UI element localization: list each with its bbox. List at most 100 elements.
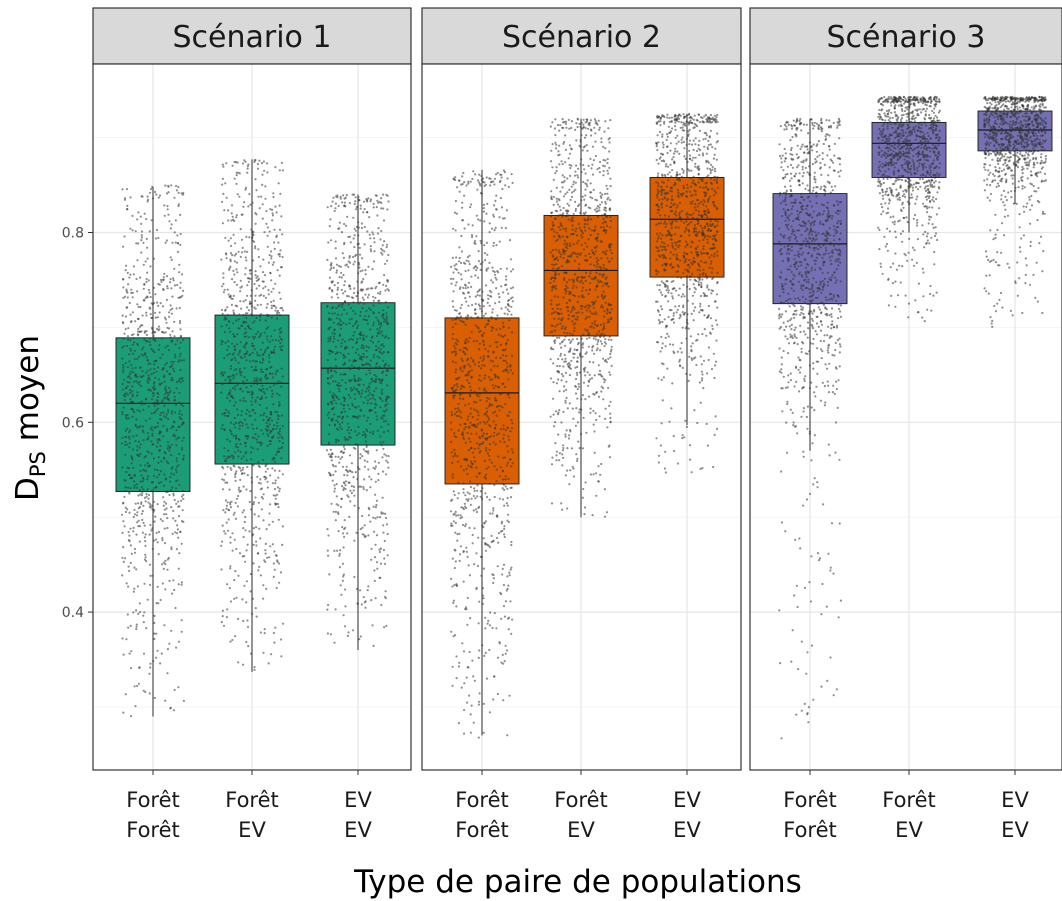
data-point	[122, 371, 125, 374]
data-point	[357, 242, 360, 245]
data-point	[226, 481, 229, 484]
data-point	[132, 530, 135, 533]
data-point	[357, 377, 360, 380]
data-point	[474, 173, 477, 176]
data-point	[372, 321, 375, 324]
data-point	[245, 450, 248, 454]
data-point	[176, 339, 179, 342]
data-point	[146, 369, 149, 372]
data-point	[240, 251, 244, 254]
data-point	[128, 429, 132, 432]
data-point	[266, 425, 269, 428]
data-point	[258, 294, 261, 297]
data-point	[240, 213, 243, 216]
data-point	[601, 284, 604, 287]
data-point	[224, 499, 227, 502]
data-point	[371, 231, 374, 234]
data-point	[249, 294, 253, 297]
data-point	[339, 450, 342, 453]
data-point	[606, 158, 609, 161]
data-point	[150, 412, 153, 415]
data-point	[278, 581, 281, 584]
data-point	[365, 288, 368, 291]
data-point	[173, 411, 177, 414]
data-point	[357, 221, 360, 224]
data-point	[134, 705, 137, 708]
data-point	[589, 196, 592, 199]
data-point	[153, 696, 156, 700]
data-point	[474, 312, 477, 315]
data-point	[500, 334, 503, 337]
data-point	[490, 534, 493, 538]
data-point	[565, 380, 568, 383]
data-point	[276, 421, 279, 424]
data-point	[278, 335, 281, 338]
data-point	[377, 227, 380, 230]
data-point	[164, 331, 167, 334]
data-point	[254, 401, 257, 404]
data-point	[467, 415, 470, 418]
data-point	[233, 465, 236, 468]
data-point	[241, 246, 244, 249]
data-point	[252, 234, 255, 237]
data-point	[565, 242, 568, 245]
data-point	[557, 259, 560, 262]
data-point	[607, 127, 610, 130]
data-point	[504, 485, 507, 488]
data-point	[505, 362, 508, 365]
data-point	[341, 579, 344, 582]
data-point	[466, 359, 469, 362]
data-point	[568, 163, 571, 166]
data-point	[180, 417, 183, 421]
data-point	[582, 367, 586, 370]
data-point	[381, 496, 384, 499]
data-point	[260, 162, 264, 165]
data-point	[485, 212, 488, 215]
data-point	[144, 260, 147, 263]
data-point	[486, 410, 489, 413]
data-point	[238, 367, 242, 371]
data-point	[134, 439, 137, 443]
data-point	[568, 363, 572, 367]
data-point	[233, 219, 236, 222]
data-point	[383, 562, 386, 566]
data-point	[511, 286, 515, 289]
data-point	[253, 377, 256, 380]
data-point	[569, 469, 572, 472]
data-point	[135, 426, 139, 429]
data-point	[158, 194, 162, 197]
data-point	[600, 462, 603, 466]
data-point	[451, 665, 454, 668]
data-point	[230, 204, 234, 207]
data-point	[577, 239, 580, 242]
data-point	[370, 547, 373, 551]
data-point	[450, 577, 453, 581]
data-point	[234, 304, 237, 307]
data-point	[336, 415, 339, 418]
data-point	[383, 318, 386, 321]
data-point	[130, 320, 133, 323]
data-point	[128, 511, 131, 514]
data-point	[238, 486, 241, 489]
data-point	[596, 347, 599, 350]
data-point	[507, 393, 510, 396]
data-point	[464, 523, 467, 526]
data-point	[334, 202, 337, 205]
data-point	[582, 146, 585, 149]
data-point	[262, 390, 265, 393]
data-point	[467, 449, 470, 452]
data-point	[582, 282, 585, 285]
data-point	[234, 479, 237, 482]
data-point	[144, 455, 147, 458]
data-point	[552, 397, 555, 400]
data-point	[556, 238, 559, 241]
data-point	[496, 365, 499, 368]
data-point	[506, 313, 509, 316]
data-point	[339, 320, 342, 323]
data-point	[457, 429, 460, 432]
data-point	[492, 434, 495, 438]
data-point	[332, 266, 335, 269]
data-point	[557, 266, 561, 270]
data-point	[271, 543, 274, 546]
data-point	[251, 239, 254, 242]
